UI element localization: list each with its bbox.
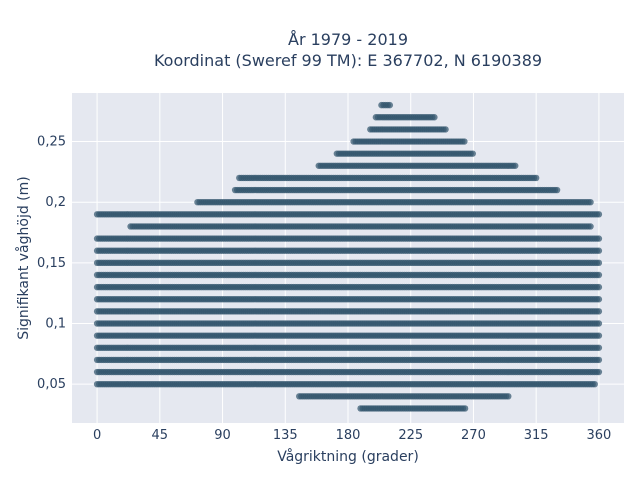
scatter-point [591,380,598,388]
scatter-point [595,235,603,242]
y-tick-label: 0,1 [45,317,66,332]
scatter-point [595,368,603,376]
scatter-point [595,296,603,303]
x-tick-label: 360 [586,428,611,443]
scatter-point [595,320,603,327]
x-tick-label: 315 [524,428,549,443]
scatter-point [595,211,603,218]
x-grid [96,93,600,423]
scatter-point [595,283,603,291]
scatter-point [595,271,603,279]
x-axis-title: Vågriktning (grader) [277,448,419,465]
scatter-point [505,393,512,400]
chart-subtitle: Koordinat (Sweref 99 TM): E 367702, N 61… [154,51,542,70]
scatter-points [93,101,603,412]
scatter-point [587,223,594,230]
scatter-point [595,308,603,315]
scatter-point [442,126,449,133]
scatter-point [595,259,603,267]
scatter-point [532,174,540,182]
x-tick-label: 225 [398,428,423,443]
x-tick-label: 90 [214,428,231,443]
chart-title: År 1979 - 2019 [288,30,408,49]
scatter-point [461,405,469,412]
y-axis-title: Signifikant våghöjd (m) [15,176,32,339]
scatter-point [512,162,519,169]
scatter-point [595,356,603,364]
scatter-point [595,332,603,339]
scatter-point [595,247,603,254]
scatter-point [461,138,468,145]
x-tick-label: 45 [152,428,169,443]
scatter-point [553,186,561,194]
x-tick-label: 135 [273,428,298,443]
x-tick-label: 270 [461,428,486,443]
scatter-point [587,198,594,206]
scatter-point [431,114,438,121]
scatter-point [469,150,476,157]
y-tick-label: 0,2 [45,195,66,210]
y-tick-label: 0,25 [37,135,66,150]
x-tick-label: 180 [336,428,361,443]
x-tick-label: 0 [93,428,101,443]
scatter-point [386,101,394,109]
scatter-point [595,344,603,351]
y-tick-label: 0,15 [37,256,66,271]
y-tick-label: 0,05 [37,377,66,392]
